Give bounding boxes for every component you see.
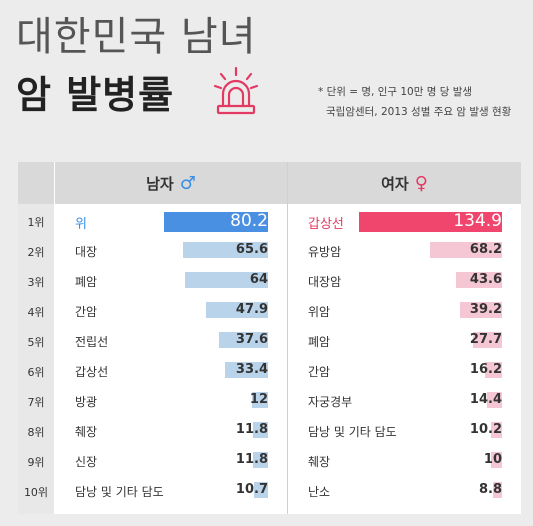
female-value-label: 43.6 [469, 272, 502, 287]
rank-label: 2위 [27, 246, 45, 259]
male-bar [254, 482, 268, 498]
rank-label: 10위 [23, 486, 49, 499]
title-line-1: 대한민국 남녀 [16, 14, 257, 60]
female-bar [472, 332, 502, 348]
rank-label: 4위 [27, 306, 45, 319]
male-value-label: 33.4 [235, 362, 268, 377]
rank-label: 6위 [27, 366, 45, 379]
female-bar [429, 242, 502, 258]
female-cancer-label: 간암 [308, 365, 331, 379]
male-cancer-label: 간암 [75, 305, 98, 319]
rank-label: 7위 [27, 396, 45, 409]
rank-label: 8위 [27, 426, 45, 439]
male-value-label: 12 [249, 392, 268, 407]
male-value-label: 10.7 [235, 482, 268, 497]
female-cancer-label: 자궁경부 [308, 395, 353, 409]
male-cancer-label: 신장 [75, 455, 98, 469]
female-cancer-label: 대장암 [308, 275, 342, 289]
male-value-label: 11.8 [235, 452, 268, 467]
female-header: 여자 ♀ [288, 162, 521, 204]
source-note-line: 국립암센터, 2013 성별 주요 암 발생 현황 [326, 106, 512, 118]
male-value-label: 80.2 [230, 211, 268, 231]
male-value-label: 65.6 [235, 242, 268, 257]
male-value-label: 47.9 [235, 302, 268, 317]
male-cancer-label: 췌장 [75, 425, 98, 439]
column-divider [287, 162, 288, 514]
female-value-label: 8.8 [478, 482, 502, 497]
female-header-label: 여자 [381, 174, 409, 193]
male-bar [252, 452, 268, 468]
male-cancer-label: 갑상선 [75, 365, 109, 379]
siren-icon [213, 66, 259, 115]
female-bar [484, 362, 502, 378]
rank-label: 1위 [27, 216, 45, 229]
female-value-label: 14.4 [469, 392, 502, 407]
male-bar [185, 272, 268, 288]
female-value-label: 39.2 [469, 302, 502, 317]
rank-label: 3위 [27, 276, 45, 289]
rank-column [18, 204, 54, 514]
male-cancer-label: 위 [75, 217, 87, 232]
female-cancer-label: 갑상선 [308, 217, 344, 232]
male-symbol-icon: ♂ [179, 172, 196, 194]
female-cancer-label: 폐암 [308, 335, 331, 349]
male-value-label: 11.8 [235, 422, 268, 437]
source-note: * 단위 = 명, 인구 10만 명 당 발생 국립암센터, 2013 성별 주… [318, 82, 511, 122]
unit-note: * 단위 = 명, 인구 10만 명 당 발생 [318, 86, 473, 98]
male-value-label: 64 [249, 272, 268, 287]
female-value-label: 16.2 [469, 362, 502, 377]
female-bar [492, 482, 502, 498]
male-cancer-label: 전립선 [75, 335, 109, 349]
male-bar [252, 392, 268, 408]
female-value-label: 10.2 [469, 422, 502, 437]
title-line-2: 암 발병률 [16, 73, 175, 117]
male-bar [219, 332, 268, 348]
female-value-label: 27.7 [469, 332, 502, 347]
male-bar [182, 242, 268, 258]
female-cancer-label: 유방암 [308, 245, 342, 259]
female-bar [359, 212, 502, 232]
male-cancer-label: 방광 [75, 395, 98, 409]
male-header: 남자 ♂ [55, 162, 287, 204]
male-bar [164, 212, 268, 232]
female-value-label: 10 [483, 452, 502, 467]
cancer-table: 남자 ♂ 여자 ♀ 1위 2위 3위 4위 5위 6위 7위 8위 9위 10위 위 80.2 대장 65… [18, 162, 521, 514]
male-bar [224, 362, 268, 378]
female-value-label: 68.2 [469, 242, 502, 257]
male-bar [205, 302, 268, 318]
rank-label: 5위 [27, 336, 45, 349]
female-cancer-label: 위암 [308, 305, 331, 319]
male-header-label: 남자 [146, 174, 174, 193]
male-value-label: 37.6 [235, 332, 268, 347]
rank-header-cell [18, 162, 54, 204]
male-cancer-label: 대장 [75, 245, 98, 259]
female-symbol-icon: ♀ [414, 172, 428, 194]
female-cancer-label: 췌장 [308, 455, 331, 469]
male-cancer-label: 폐암 [75, 275, 98, 289]
female-bar [491, 452, 502, 468]
female-cancer-label: 난소 [308, 485, 331, 499]
rank-label: 9위 [27, 456, 45, 469]
male-cancer-label: 담낭 및 기타 담도 [75, 485, 164, 499]
female-bar [491, 422, 502, 438]
female-cancer-label: 담낭 및 기타 담도 [308, 425, 397, 439]
female-bar [486, 392, 502, 408]
male-bar [252, 422, 268, 438]
female-bar [460, 302, 502, 318]
female-bar [455, 272, 502, 288]
female-value-label: 134.9 [453, 211, 502, 231]
